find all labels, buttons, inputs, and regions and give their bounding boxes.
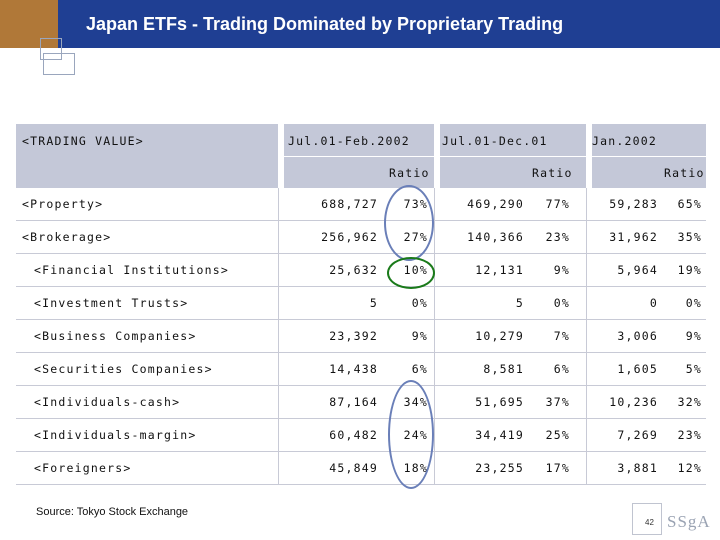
value-period-2: 23,255 [475,461,524,475]
value-period-1: 5 [369,296,378,310]
ratio-period-3: 32% [677,395,702,409]
value-period-3: 59,283 [609,197,658,211]
row-label: <Financial Institutions> [34,263,229,277]
row-label: <Business Companies> [34,329,197,343]
ratio-period-3: 19% [677,263,702,277]
value-period-3: 7,269 [617,428,658,442]
ratio-period-2: 25% [545,428,570,442]
row-label: <Investment Trusts> [34,296,189,310]
decorative-square [43,53,75,75]
value-period-3: 3,006 [617,329,658,343]
table-row: <Business Companies> 23,392 9% 10,279 7% 3,00… [16,320,706,353]
table-row: <Individuals-margin> 60,482 24% 34,419 25% 7,… [16,419,706,452]
column-divider [278,188,279,485]
header-period-1: Jul.01-Feb.2002 [288,134,410,148]
table-row: <Brokerage> 256,962 27% 140,366 23% 31,962 35% [16,221,706,254]
ratio-period-3: 35% [677,230,702,244]
ratio-period-3: 0% [685,296,702,310]
value-period-1: 14,438 [329,362,378,376]
ratio-period-1: 6% [411,362,428,376]
value-period-3: 1,605 [617,362,658,376]
header-ratio-1: Ratio [389,166,430,180]
value-period-2: 5 [515,296,524,310]
value-period-2: 10,279 [475,329,524,343]
row-label: <Property> [22,197,104,211]
slide-title: Japan ETFs - Trading Dominated by Propri… [86,14,564,34]
header-period-3: Jan.2002 [592,134,657,148]
title-bar [0,0,720,48]
source-note: Source: Tokyo Stock Exchange [36,506,189,518]
value-period-1: 25,632 [329,263,378,277]
decorative-square [40,38,62,60]
ratio-period-3: 9% [685,329,702,343]
column-divider [586,188,587,485]
table-row: <Property> 688,727 73% 469,290 77% 59,283 65% [16,188,706,221]
table-row: <Securities Companies> 14,438 6% 8,581 6% 1,6… [16,353,706,386]
row-divider [16,286,706,287]
value-period-1: 60,482 [329,428,378,442]
row-divider [16,220,706,221]
table-row: <Individuals-cash> 87,164 34% 51,695 37% 10,2… [16,386,706,419]
row-divider [16,451,706,452]
value-period-2: 34,419 [475,428,524,442]
ratio-period-2: 7% [553,329,570,343]
value-period-3: 3,881 [617,461,658,475]
value-period-1: 45,849 [329,461,378,475]
header-label: <TRADING VALUE> [22,134,144,148]
row-divider [16,418,706,419]
value-period-3: 5,964 [617,263,658,277]
ratio-period-3: 65% [677,197,702,211]
value-period-3: 0 [649,296,658,310]
ratio-period-3: 5% [685,362,702,376]
value-period-1: 87,164 [329,395,378,409]
column-divider [434,188,435,485]
row-label: <Securities Companies> [34,362,213,376]
value-period-1: 688,727 [321,197,378,211]
header-ratio-3: Ratio [664,166,705,180]
page-number: 42 [645,518,654,527]
table-row: <Foreigners> 45,849 18% 23,255 17% 3,881 12% [16,452,706,485]
row-label: <Individuals-margin> [34,428,197,442]
row-label: <Foreigners> [34,461,132,475]
ratio-period-2: 0% [553,296,570,310]
ratio-period-2: 6% [553,362,570,376]
ratio-period-2: 23% [545,230,570,244]
accent-block [0,0,58,48]
header-ratio-2: Ratio [532,166,573,180]
value-period-3: 31,962 [609,230,658,244]
highlight-oval-individuals-foreigners [388,380,434,489]
value-period-1: 256,962 [321,230,378,244]
value-period-2: 8,581 [483,362,524,376]
highlight-oval-property-brokerage [384,185,434,261]
row-label: <Individuals-cash> [34,395,181,409]
ratio-period-2: 77% [545,197,570,211]
row-divider [16,352,706,353]
row-divider [16,253,706,254]
table-row: <Financial Institutions> 25,632 10% 12,131 9… [16,254,706,287]
header-divider [278,124,284,188]
row-divider [16,484,706,485]
value-period-1: 23,392 [329,329,378,343]
ratio-period-3: 23% [677,428,702,442]
ssga-logo: SSgA [667,512,711,531]
row-divider [16,385,706,386]
ratio-period-3: 12% [677,461,702,475]
ratio-period-1: 0% [411,296,428,310]
ratio-period-1: 9% [411,329,428,343]
header-period-2: Jul.01-Dec.01 [442,134,548,148]
highlight-oval-financial [387,257,435,289]
row-divider [16,319,706,320]
ratio-period-2: 9% [553,263,570,277]
page-number-box [632,503,662,535]
ratio-period-2: 17% [545,461,570,475]
value-period-2: 51,695 [475,395,524,409]
row-label: <Brokerage> [22,230,112,244]
value-period-2: 140,366 [467,230,524,244]
header-rule [284,156,706,157]
ratio-period-2: 37% [545,395,570,409]
value-period-3: 10,236 [609,395,658,409]
value-period-2: 469,290 [467,197,524,211]
value-period-2: 12,131 [475,263,524,277]
table-row: <Investment Trusts> 5 0% 5 0% 0 0% [16,287,706,320]
